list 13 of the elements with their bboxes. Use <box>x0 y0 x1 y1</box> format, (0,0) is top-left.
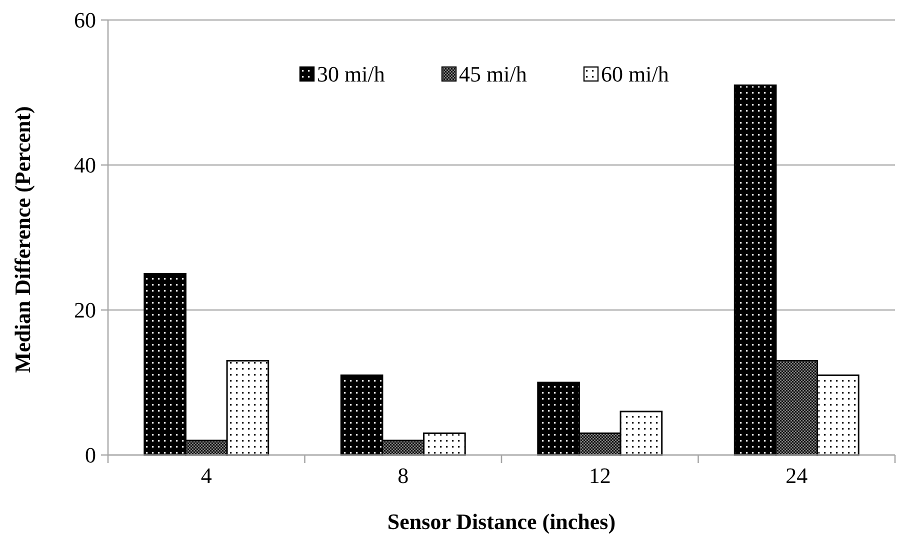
x-tick-label: 24 <box>786 463 808 488</box>
legend-label: 45 mi/h <box>459 62 527 87</box>
y-tick-label: 20 <box>74 298 96 323</box>
x-tick-label: 4 <box>200 463 212 488</box>
x-tick-label: 12 <box>588 463 611 488</box>
x-tick-label: 8 <box>398 463 409 488</box>
y-tick-label: 0 <box>85 442 96 468</box>
legend-label: 60 mi/h <box>601 62 669 87</box>
y-axis-title: Median Difference (Percent) <box>10 106 35 373</box>
y-tick-label: 60 <box>74 8 96 33</box>
legend-label: 30 mi/h <box>317 62 385 87</box>
y-tick-label: 40 <box>74 152 96 178</box>
x-axis-title: Sensor Distance (inches) <box>387 509 616 534</box>
